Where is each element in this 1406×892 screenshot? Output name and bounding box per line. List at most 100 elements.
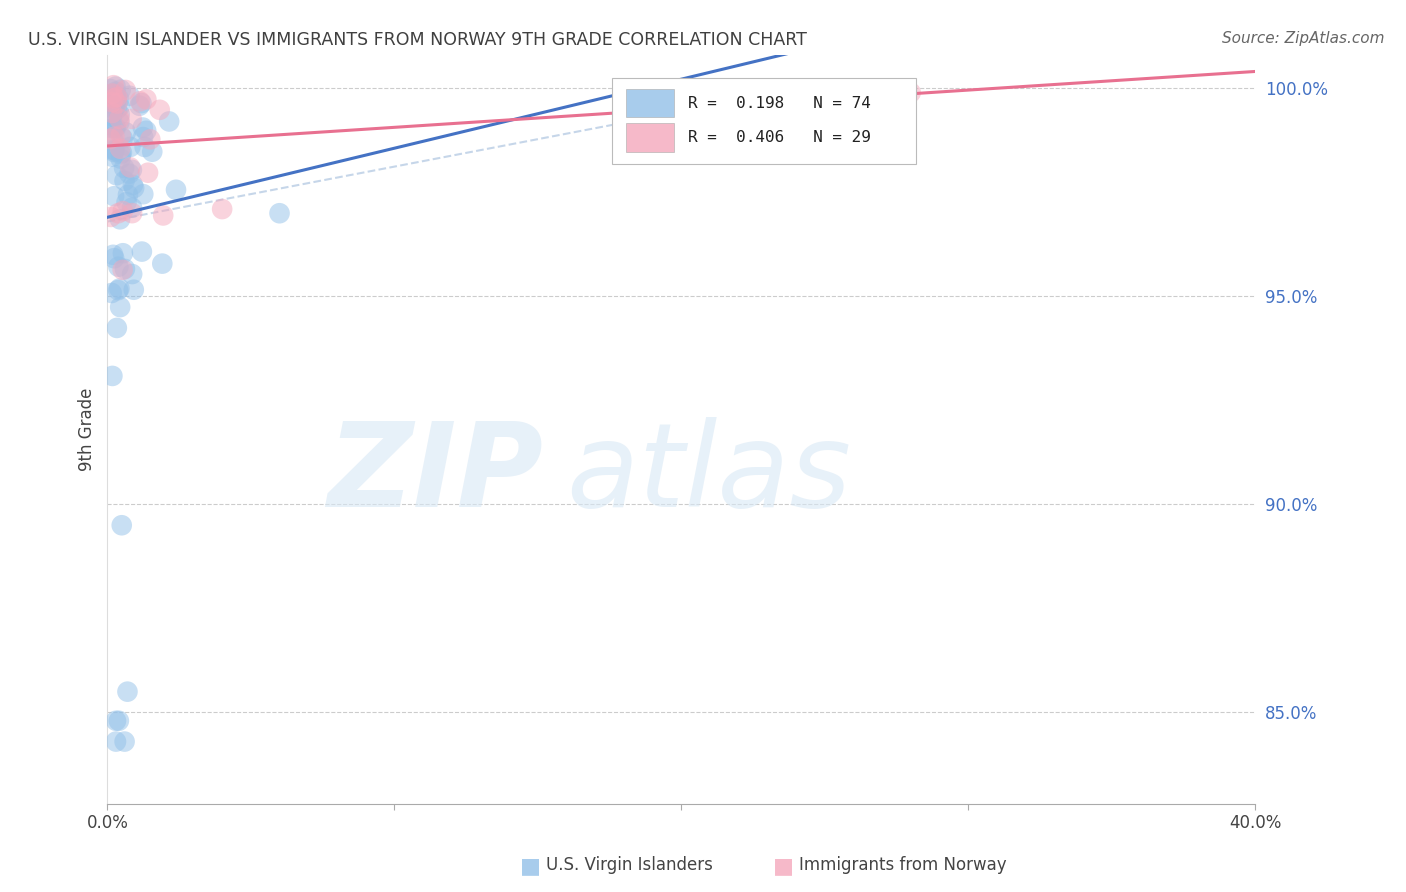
Point [101, 109, 124, 123]
Point [139, 132, 162, 146]
Point [132, 187, 155, 202]
Point [104, 85, 127, 99]
Point [103, 251, 125, 265]
Point [110, 152, 132, 166]
Point [128, 99, 150, 113]
Point [103, 189, 125, 203]
Point [120, 161, 142, 175]
Point [100, 210, 122, 224]
Point [108, 112, 131, 126]
Point [121, 267, 143, 281]
Text: ZIP: ZIP [328, 417, 544, 532]
Text: Source: ZipAtlas.com: Source: ZipAtlas.com [1222, 31, 1385, 46]
Point [103, 129, 125, 144]
Point [100, 132, 122, 146]
Point [117, 187, 139, 202]
Point [101, 106, 124, 120]
Point [108, 92, 131, 106]
Point [115, 125, 138, 139]
Point [115, 195, 138, 210]
Point [105, 96, 128, 111]
Point [120, 140, 142, 154]
Point [108, 714, 131, 728]
Point [121, 162, 143, 177]
Point [107, 206, 129, 220]
Point [104, 714, 127, 728]
Point [108, 142, 131, 156]
Point [111, 204, 134, 219]
Point [111, 263, 134, 277]
Point [108, 107, 131, 121]
Point [157, 114, 180, 128]
Point [110, 128, 132, 143]
Point [110, 83, 132, 97]
FancyBboxPatch shape [626, 89, 675, 117]
Point [100, 118, 122, 132]
Point [107, 260, 129, 274]
Point [100, 285, 122, 300]
Point [114, 261, 136, 276]
FancyBboxPatch shape [626, 123, 675, 152]
Point [104, 79, 127, 94]
Text: R =  0.406   N = 29: R = 0.406 N = 29 [688, 130, 870, 145]
Point [108, 100, 131, 114]
Point [104, 101, 127, 115]
Point [135, 92, 157, 106]
Point [103, 143, 125, 157]
Point [165, 183, 187, 197]
Point [107, 283, 129, 297]
Point [103, 121, 125, 136]
Text: R =  0.198   N = 74: R = 0.198 N = 74 [688, 95, 870, 111]
Point [111, 518, 134, 533]
Point [152, 209, 174, 223]
Point [98, 82, 121, 96]
Text: U.S. VIRGIN ISLANDER VS IMMIGRANTS FROM NORWAY 9TH GRADE CORRELATION CHART: U.S. VIRGIN ISLANDER VS IMMIGRANTS FROM … [28, 31, 807, 49]
Point [105, 90, 128, 104]
Point [108, 300, 131, 314]
Point [100, 87, 122, 101]
Point [117, 684, 139, 698]
Point [101, 87, 124, 101]
Point [110, 147, 132, 161]
Point [121, 206, 143, 220]
Point [134, 140, 156, 154]
Point [118, 167, 141, 181]
Point [900, 86, 922, 100]
Point [101, 150, 124, 164]
Point [108, 115, 131, 129]
Point [136, 166, 159, 180]
Y-axis label: 9th Grade: 9th Grade [79, 388, 96, 471]
Point [105, 168, 128, 182]
Point [132, 120, 155, 135]
Point [111, 131, 134, 145]
Text: Immigrants from Norway: Immigrants from Norway [799, 856, 1007, 874]
Point [101, 143, 124, 157]
Point [104, 734, 127, 748]
Point [211, 202, 233, 216]
FancyBboxPatch shape [613, 78, 917, 164]
Point [131, 96, 153, 111]
Text: U.S. Virgin Islanders: U.S. Virgin Islanders [546, 856, 713, 874]
Point [104, 120, 127, 135]
Text: ■: ■ [520, 856, 541, 876]
Point [122, 283, 145, 297]
Point [114, 174, 136, 188]
Point [131, 244, 153, 259]
Point [103, 145, 125, 159]
Point [111, 246, 134, 260]
Point [105, 321, 128, 335]
Point [112, 161, 135, 175]
Point [108, 212, 131, 227]
Point [105, 90, 128, 104]
Point [269, 206, 291, 220]
Point [141, 145, 163, 159]
Point [118, 88, 141, 103]
Point [135, 124, 157, 138]
Point [103, 91, 125, 105]
Point [121, 178, 143, 192]
Point [103, 102, 125, 116]
Point [114, 734, 136, 748]
Point [111, 145, 134, 160]
Text: atlas: atlas [567, 417, 852, 532]
Point [103, 95, 125, 110]
